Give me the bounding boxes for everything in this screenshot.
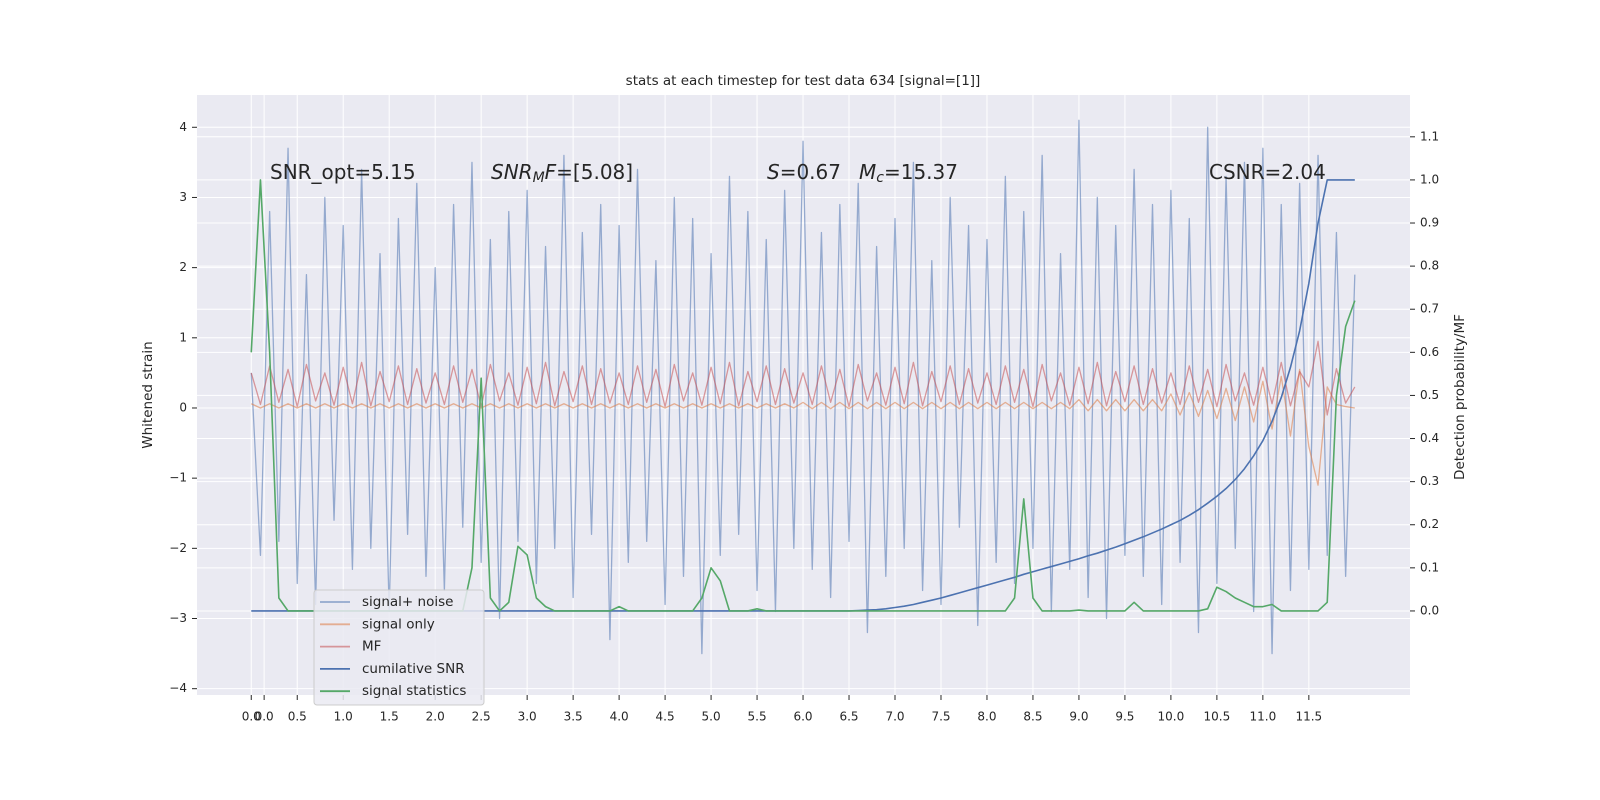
annotation-part: M xyxy=(533,170,545,186)
y-tick-label: 0 xyxy=(179,400,187,414)
axes: 0.00.0 0.5 1.0 1.5 2.0 2.5 3.0 3.5 4.0 4.5 5.0 5.5 6… xyxy=(169,120,1439,724)
x-tick-label: 5.0 xyxy=(702,710,721,724)
x-tick-label: 10.5 xyxy=(1204,710,1231,724)
y2-tick-label: 0.1 xyxy=(1420,560,1439,574)
y-tick-label: −3 xyxy=(169,611,187,625)
annotation-part: =15.37 xyxy=(884,160,958,184)
x-tick-label: 9.5 xyxy=(1115,710,1134,724)
annotation-part: M xyxy=(859,160,876,184)
legend-label: MF xyxy=(362,639,381,655)
legend-label: signal only xyxy=(362,616,435,632)
legend-label: cumilative SNR xyxy=(362,661,465,677)
x-tick-label: 6.0 xyxy=(793,710,812,724)
legend: signal+ noise signal only MF cumilative SNR… xyxy=(313,589,485,706)
series-line xyxy=(250,119,1356,655)
x-tick-label: 9.0 xyxy=(1069,710,1088,724)
y-tick-label: 4 xyxy=(179,120,187,134)
annotation-part: S xyxy=(767,160,780,184)
x-tick-label: 11.5 xyxy=(1295,710,1322,724)
y2-axis-label: Detection probability/MF xyxy=(1452,314,1468,480)
x-tick-label: 5.5 xyxy=(748,710,767,724)
annotation-part: SNR_opt=5.15 xyxy=(270,160,416,184)
y2-tick-label: 1.0 xyxy=(1420,172,1439,186)
y2-tick-label: 0.3 xyxy=(1420,474,1439,488)
x-tick-label: 0.0 xyxy=(242,710,261,724)
legend-box xyxy=(313,589,485,706)
y2-tick-label: 0.6 xyxy=(1420,345,1439,359)
y2-tick-label: 0.5 xyxy=(1420,388,1439,402)
y-tick-label: −1 xyxy=(169,471,187,485)
y-axis-label: Whitened strain xyxy=(140,341,156,448)
x-tick-label: 10.0 xyxy=(1158,710,1185,724)
x-tick-label: 2.0 xyxy=(426,710,445,724)
y2-tick-label: 0.0 xyxy=(1420,603,1439,617)
series-line xyxy=(250,368,1355,486)
x-tick-label: 4.5 xyxy=(656,710,675,724)
x-tick-label: 8.5 xyxy=(1023,710,1042,724)
x-tick-label: 0.5 xyxy=(288,710,307,724)
y2-tick-label: 0.8 xyxy=(1420,259,1439,273)
annotation: SNRMF=[5.08] xyxy=(491,160,633,187)
y2-tick-label: 1.1 xyxy=(1420,129,1439,143)
legend-label: signal statistics xyxy=(362,683,466,699)
x-tick-label: 3.5 xyxy=(564,710,583,724)
y-tick-label: −2 xyxy=(169,541,187,555)
annotation-part: c xyxy=(876,170,884,186)
y-tick-label: 3 xyxy=(179,190,187,204)
annotation-part: =0.67 xyxy=(780,160,841,184)
x-tick-label: 3.0 xyxy=(518,710,537,724)
y2-tick-label: 0.4 xyxy=(1420,431,1439,445)
x-tick-label: 4.0 xyxy=(610,710,629,724)
x-tick-label: 6.5 xyxy=(839,710,858,724)
y-tick-label: −4 xyxy=(169,681,187,695)
x-tick-label: 2.5 xyxy=(472,710,491,724)
annotation-part: =[5.08] xyxy=(556,160,633,184)
y-tick-label: 1 xyxy=(179,330,187,344)
annotation: S=0.67 xyxy=(767,160,841,184)
annotation-part: F xyxy=(545,160,557,184)
x-tick-label: 7.0 xyxy=(885,710,904,724)
y2-tick-label: 0.7 xyxy=(1420,302,1439,316)
annotations: SNR_opt=5.15 SNRMF=[5.08] S=0.67 Mc=15.37 CS… xyxy=(270,160,1326,187)
y2-tick-label: 0.2 xyxy=(1420,517,1439,531)
x-tick-label: 1.5 xyxy=(380,710,399,724)
x-tick-label: 7.5 xyxy=(931,710,950,724)
y2-tick-label: 0.9 xyxy=(1420,216,1439,230)
annotation-part: SNR xyxy=(491,160,533,184)
x-tick-label: 0.0 xyxy=(255,710,274,724)
x-tick-label: 11.0 xyxy=(1249,710,1276,724)
x-tick-label: 8.0 xyxy=(977,710,996,724)
y-tick-label: 2 xyxy=(179,260,187,274)
series-line xyxy=(250,340,1356,416)
chart-title: stats at each timestep for test data 634… xyxy=(626,73,981,89)
annotation: CSNR=2.04 xyxy=(1209,160,1326,184)
x-tick-label: 1.0 xyxy=(334,710,353,724)
legend-label: signal+ noise xyxy=(362,594,453,610)
annotation: Mc=15.37 xyxy=(859,160,958,187)
annotation: SNR_opt=5.15 xyxy=(270,160,416,184)
annotation-part: CSNR=2.04 xyxy=(1209,160,1326,184)
